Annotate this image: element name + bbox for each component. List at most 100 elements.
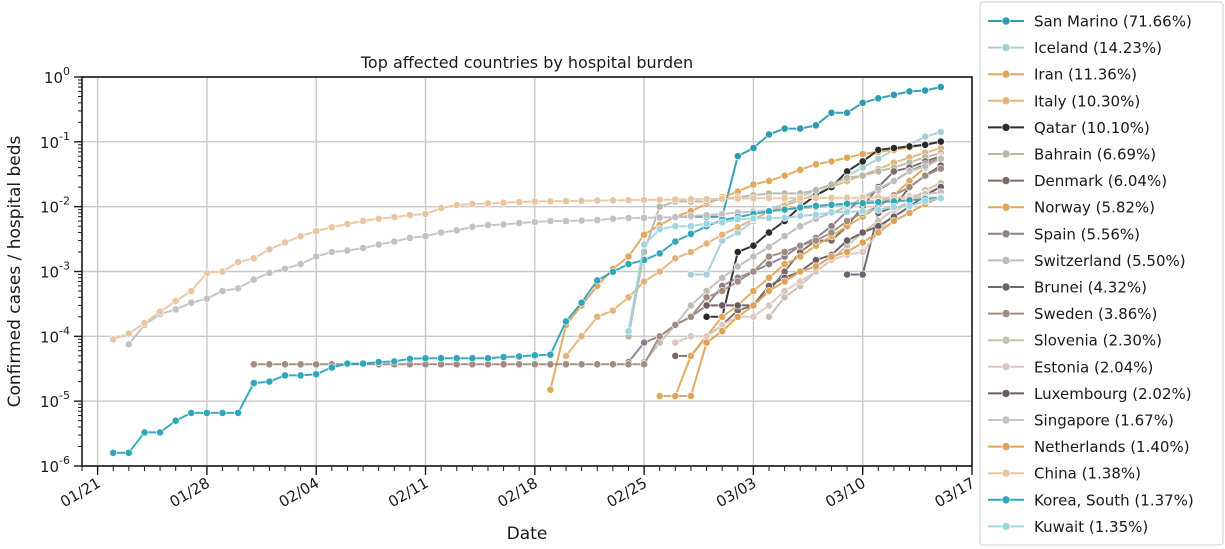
- data-point: [109, 335, 118, 344]
- legend-swatch-marker: [1001, 69, 1011, 79]
- data-point: [702, 270, 711, 279]
- data-point: [733, 223, 742, 232]
- legend-swatch-marker: [1001, 495, 1011, 505]
- legend-label: Sweden (3.86%): [1034, 305, 1157, 323]
- data-point: [796, 241, 805, 250]
- data-point: [890, 217, 898, 225]
- data-point: [765, 130, 773, 139]
- data-point: [858, 199, 867, 208]
- series-line: [549, 140, 941, 391]
- data-point: [718, 218, 727, 227]
- data-point: [609, 306, 617, 315]
- data-point: [718, 327, 727, 336]
- data-point: [296, 260, 305, 268]
- legend-item: Italy (10.30%): [988, 92, 1140, 110]
- y-tick-label: 10-3: [40, 260, 70, 282]
- data-point: [843, 217, 851, 225]
- data-point: [530, 197, 539, 206]
- data-point: [796, 252, 805, 261]
- data-point: [687, 312, 695, 321]
- data-point: [843, 270, 851, 279]
- data-point: [374, 358, 383, 366]
- legend-swatch-marker: [1001, 229, 1011, 239]
- data-point: [874, 167, 883, 176]
- chart-title: Top affected countries by hospital burde…: [360, 53, 693, 72]
- data-point: [624, 260, 633, 268]
- data-point: [796, 222, 805, 231]
- data-point: [874, 184, 883, 193]
- legend-swatch-marker: [1001, 389, 1011, 398]
- series-line: [706, 186, 942, 307]
- data-point: [202, 294, 211, 303]
- data-point: [265, 377, 274, 386]
- data-point: [640, 360, 648, 369]
- legend-label: Bahrain (6.69%): [1034, 146, 1156, 164]
- data-point: [702, 293, 711, 302]
- data-point: [765, 287, 773, 295]
- data-point: [140, 428, 149, 437]
- data-point: [843, 207, 851, 216]
- data-point: [452, 226, 461, 235]
- legend-item: Luxembourg (2.02%): [988, 385, 1192, 403]
- data-point: [718, 194, 727, 203]
- data-point: [858, 228, 867, 237]
- legend-swatch-marker: [1001, 43, 1011, 52]
- data-point: [749, 194, 758, 203]
- x-tick-label: 03/03: [713, 474, 759, 511]
- data-point: [780, 124, 789, 133]
- data-point: [765, 260, 773, 268]
- x-tick-label: 01/28: [166, 474, 212, 511]
- data-point: [421, 354, 430, 363]
- legend-label: Brunei (4.32%): [1034, 279, 1147, 297]
- series: [546, 137, 945, 394]
- legend-item: Iceland (14.23%): [988, 39, 1162, 57]
- legend-swatch-marker: [1001, 96, 1011, 106]
- data-point: [687, 229, 695, 238]
- data-point: [765, 301, 773, 310]
- data-point: [702, 219, 711, 228]
- data-point: [655, 392, 664, 400]
- data-point: [437, 228, 445, 237]
- legend-swatch-marker: [1001, 335, 1011, 345]
- legend-swatch-marker: [1001, 468, 1011, 478]
- x-tick-label: 03/10: [822, 474, 868, 511]
- data-point: [921, 86, 930, 95]
- data-point: [437, 354, 445, 363]
- data-point: [530, 360, 539, 369]
- data-point: [702, 301, 711, 310]
- data-point: [609, 196, 617, 205]
- legend-item: San Marino (71.66%): [988, 13, 1192, 31]
- legend-swatch-marker: [1001, 442, 1011, 451]
- data-point: [312, 360, 321, 369]
- data-point: [405, 354, 414, 363]
- data-point: [718, 273, 727, 282]
- x-tick-label: 03/17: [932, 474, 978, 511]
- y-axis-title: Confirmed cases / hospital beds: [5, 135, 25, 407]
- data-point: [640, 195, 648, 204]
- data-point: [546, 385, 555, 394]
- data-point: [936, 137, 945, 146]
- data-point: [593, 216, 602, 224]
- data-point: [281, 371, 289, 380]
- data-point: [812, 236, 820, 245]
- data-point: [827, 200, 836, 209]
- data-point: [281, 238, 289, 247]
- legend-label: Korea, South (1.37%): [1034, 491, 1194, 509]
- data-point: [218, 287, 227, 295]
- data-point: [249, 379, 258, 387]
- data-point: [827, 228, 836, 237]
- data-point: [843, 153, 851, 162]
- data-point: [265, 268, 274, 277]
- data-point: [874, 154, 883, 163]
- data-point: [780, 171, 789, 180]
- data-point: [765, 207, 773, 216]
- legend-item: Slovenia (2.30%): [988, 332, 1162, 350]
- legend-label: Qatar (10.10%): [1034, 119, 1150, 137]
- data-point: [687, 332, 695, 341]
- data-point: [687, 248, 695, 256]
- data-point: [390, 357, 399, 366]
- data-point: [765, 213, 773, 222]
- data-point: [671, 338, 680, 347]
- legend-item: Brunei (4.32%): [988, 279, 1147, 297]
